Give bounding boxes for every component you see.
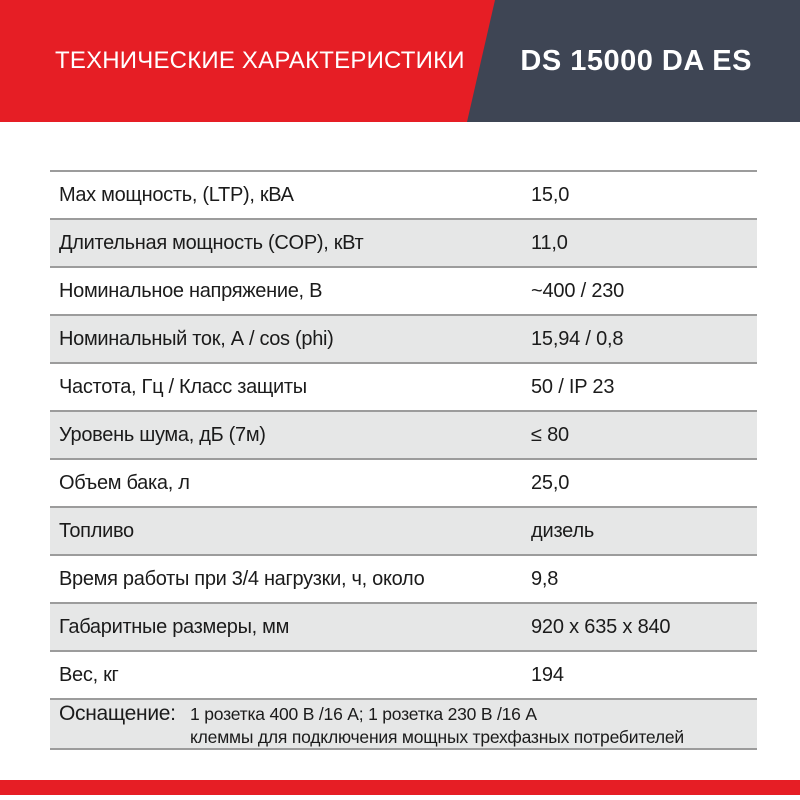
spec-value: 15,0 bbox=[531, 183, 570, 206]
spec-label: Объем бака, л bbox=[59, 471, 190, 494]
spec-label: Вес, кг bbox=[59, 663, 119, 686]
equipment-line-1: 1 розетка 400 В /16 А; 1 розетка 230 В /… bbox=[190, 704, 537, 724]
spec-value: 11,0 bbox=[531, 231, 568, 254]
spec-row: Вес, кг 194 bbox=[50, 650, 757, 698]
spec-value: ~400 / 230 bbox=[531, 279, 625, 302]
spec-row: Топливо дизель bbox=[50, 506, 757, 554]
spec-value: ≤ 80 bbox=[531, 423, 569, 446]
spec-label: Номинальное напряжение, В bbox=[59, 279, 323, 302]
equipment-row: Оснащение: 1 розетка 400 В /16 А; 1 розе… bbox=[50, 698, 757, 748]
equipment-text: 1 розетка 400 В /16 А; 1 розетка 230 В /… bbox=[190, 701, 684, 749]
footer-red-stripe bbox=[0, 780, 800, 795]
spec-row: Номинальное напряжение, В ~400 / 230 bbox=[50, 266, 757, 314]
spec-row: Max мощность, (LTP), кВА 15,0 bbox=[50, 170, 757, 218]
spec-label: Уровень шума, дБ (7м) bbox=[59, 423, 266, 446]
spec-row: Частота, Гц / Класс защиты 50 / IP 23 bbox=[50, 362, 757, 410]
spec-table: Max мощность, (LTP), кВА 15,0 Длительная м… bbox=[50, 170, 757, 750]
header-banner: ТЕХНИЧЕСКИЕ ХАРАКТЕРИСТИКИ DS 15000 DA E… bbox=[0, 0, 800, 122]
equipment-line-2: клеммы для подключения мощных трехфазных… bbox=[190, 727, 685, 747]
spec-label: Время работы при 3/4 нагрузки, ч, около bbox=[59, 567, 425, 590]
spec-row: Длительная мощность (COP), кВт 11,0 bbox=[50, 218, 757, 266]
spec-value: 194 bbox=[531, 663, 564, 686]
spec-label: Номинальный ток, А / cos (phi) bbox=[59, 327, 334, 350]
page-title: ТЕХНИЧЕСКИЕ ХАРАКТЕРИСТИКИ bbox=[55, 47, 465, 74]
spec-row: Номинальный ток, А / cos (phi) 15,94 / 0,… bbox=[50, 314, 757, 362]
spec-label: Габаритные размеры, мм bbox=[59, 615, 290, 638]
spec-label: Частота, Гц / Класс защиты bbox=[59, 375, 307, 398]
spec-value: 15,94 / 0,8 bbox=[531, 327, 624, 350]
spec-value: 25,0 bbox=[531, 471, 570, 494]
spec-label: Топливо bbox=[59, 519, 134, 542]
spec-row: Время работы при 3/4 нагрузки, ч, около 9… bbox=[50, 554, 757, 602]
spec-row: Габаритные размеры, мм 920 x 635 x 840 bbox=[50, 602, 757, 650]
spec-row: Объем бака, л 25,0 bbox=[50, 458, 757, 506]
spec-row: Уровень шума, дБ (7м) ≤ 80 bbox=[50, 410, 757, 458]
spec-value: 9,8 bbox=[531, 567, 559, 590]
spec-value: дизель bbox=[531, 519, 595, 542]
header-red-shape bbox=[0, 0, 495, 122]
spec-label: Длительная мощность (COP), кВт bbox=[59, 231, 364, 254]
spec-value: 920 x 635 x 840 bbox=[531, 615, 671, 638]
spec-label: Max мощность, (LTP), кВА bbox=[59, 183, 294, 206]
equipment-label: Оснащение: bbox=[59, 702, 176, 725]
model-name: DS 15000 DA ES bbox=[520, 44, 752, 77]
spec-value: 50 / IP 23 bbox=[531, 375, 615, 398]
